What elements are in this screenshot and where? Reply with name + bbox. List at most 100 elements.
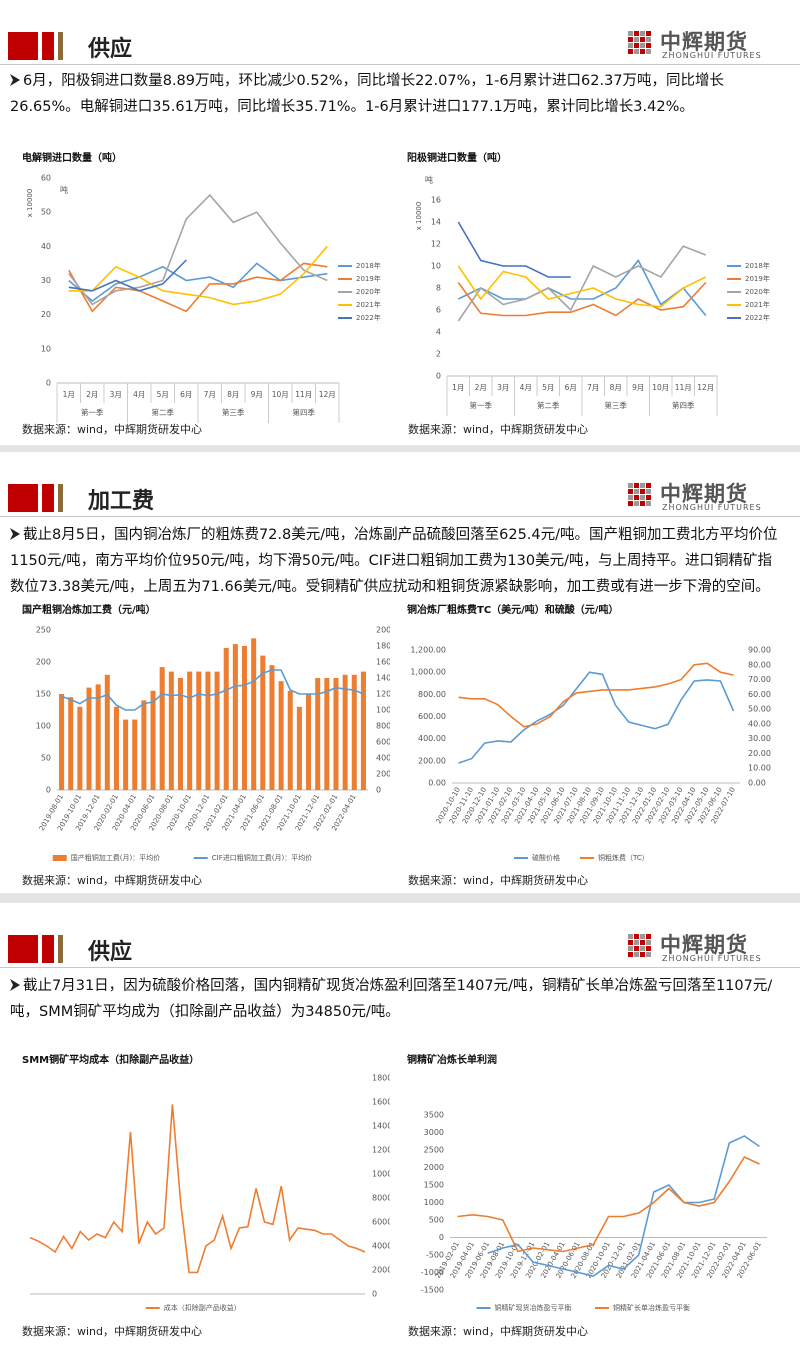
line (457, 245, 707, 322)
bullet (10, 74, 20, 86)
x-tick-label: 10月 (272, 390, 289, 399)
y-tick-label: 0.00 (428, 779, 446, 788)
line (68, 193, 328, 306)
chart: 国产粗铜冶炼加工费（元/吨） 0 50 100 150 200 250 0 200 400 600 8… (22, 603, 390, 862)
header: 供应 中辉期货 ZHONGHUI FUTURES (0, 931, 800, 968)
line (457, 259, 707, 317)
group-label: 第三季 (605, 400, 628, 410)
slide: 供应 中辉期货 ZHONGHUI FUTURES 截止7月31日，因为硫酸价格回… (0, 903, 800, 1346)
y-tick-label: 2500 (424, 1146, 444, 1155)
brand-en: ZHONGHUI FUTURES (662, 503, 762, 512)
y-tick-label: 10 (431, 262, 441, 271)
source: 数据来源：wind，中辉期货研发中心 (408, 1325, 589, 1338)
y-tick-label: 10.00 (748, 764, 771, 773)
y-tick-label: 160000 (372, 1098, 390, 1107)
y-tick-label: 1400 (376, 674, 390, 683)
x-tick-label: 8月 (610, 383, 622, 392)
legend-label: 铜粗炼费（TC） (598, 853, 649, 862)
y-tick-label: 60 (41, 174, 51, 183)
y-tick-label: 0.00 (748, 779, 766, 788)
y-tick-label: 3500 (424, 1111, 444, 1120)
y-tick-label: 20.00 (748, 749, 771, 758)
bar (77, 706, 83, 790)
brand-en: ZHONGHUI FUTURES (662, 51, 762, 60)
bar (196, 671, 202, 790)
brand-en: ZHONGHUI FUTURES (662, 954, 762, 963)
legend-label: 铜精矿长单冶炼盈亏平衡 (613, 1303, 690, 1312)
y-tick-label: 800.00 (418, 690, 446, 699)
x-tick-label: 12月 (319, 390, 336, 399)
x-tick-label: 5月 (157, 390, 169, 399)
chart-title: 阳极铜进口数量（吨） (407, 151, 507, 164)
bar (287, 690, 293, 790)
y-tick-label: 14 (431, 218, 441, 227)
y-tick-label: 400 (376, 754, 390, 763)
y-tick-label: 30.00 (748, 734, 771, 743)
bar (269, 665, 275, 790)
paragraph: 截止8月5日，国内铜冶炼厂的粗炼费72.8美元/吨，冶炼副产品硫酸回落至625.… (10, 522, 780, 600)
header-blocks (8, 484, 63, 512)
bar (104, 674, 110, 790)
line (487, 1135, 760, 1277)
legend-label: 2018年 (356, 261, 381, 270)
bar (113, 706, 119, 790)
x-tick-label: 11月 (675, 383, 692, 392)
bar (342, 674, 348, 790)
y-tick-label: -1500 (421, 1286, 444, 1295)
bar (187, 671, 193, 790)
y-tick-label: 60.00 (748, 690, 771, 699)
paragraph-text: 截止7月31日，因为硫酸价格回落，国内铜精矿现货冶炼盈利回落至1407元/吨，铜… (10, 978, 773, 1020)
y-tick-label: 1600 (376, 658, 390, 667)
chart: SMM铜矿平均成本（扣除副产品收益） 0 20000 40000 60000 80000 1… (22, 1053, 390, 1312)
y-tick-label: 250 (36, 626, 51, 635)
brand: 中辉期货 (660, 30, 748, 54)
header-blocks (8, 32, 63, 60)
legend-label: 2021年 (745, 300, 770, 309)
chart: 铜精矿冶炼长单利润 -1500 -1000 -500 0 500 1000 1500 2000 2… (407, 1053, 767, 1312)
x-tick-label: 3月 (110, 390, 122, 399)
y-tick-label: 4 (436, 328, 441, 337)
chart-title: 铜精矿冶炼长单利润 (407, 1053, 497, 1066)
y-tick-label: 60000 (372, 1218, 390, 1227)
y-tick-label: 80.00 (748, 660, 771, 669)
slide-title: 加工费 (88, 489, 155, 514)
group-label: 第四季 (293, 407, 316, 417)
x-tick-label: 6月 (565, 383, 577, 392)
source: 数据来源：wind，中辉期货研发中心 (22, 874, 203, 887)
bar (159, 667, 165, 790)
x-tick-label: 2月 (475, 383, 487, 392)
line (457, 265, 707, 308)
chart-title: SMM铜矿平均成本（扣除副产品收益） (22, 1053, 199, 1066)
brand: 中辉期货 (660, 482, 748, 506)
legend-label: 2018年 (745, 261, 770, 270)
y-tick-label: 20000 (372, 1266, 390, 1275)
x-tick-label: 8月 (227, 390, 239, 399)
header: 供应 中辉期货 ZHONGHUI FUTURES (0, 28, 800, 65)
y-tick-label: 0 (46, 379, 51, 388)
line (68, 262, 328, 313)
legend-label: 2021年 (356, 300, 381, 309)
x-tick-label: 5月 (542, 383, 554, 392)
bar (168, 671, 174, 790)
y-tick-label: 50 (41, 754, 51, 763)
y-axis-unit: 吨 (425, 175, 433, 185)
y-tick-label: 800 (376, 722, 390, 731)
y-tick-label: -500 (426, 1251, 444, 1260)
y-tick-label: 100 (36, 722, 51, 731)
legend-label: 2019年 (745, 274, 770, 283)
y-tick-label: 80000 (372, 1194, 390, 1203)
chart-title: 国产粗铜冶炼加工费（元/吨） (22, 603, 156, 616)
bar (214, 671, 220, 790)
chart-title: 电解铜进口数量（吨） (22, 151, 122, 164)
bar (123, 719, 129, 790)
x-tick-label: 10月 (652, 383, 669, 392)
source: 数据来源：wind，中辉期货研发中心 (22, 423, 203, 436)
y-tick-label: 16 (431, 196, 441, 205)
bar (315, 678, 321, 790)
bar (95, 684, 101, 790)
bar (177, 678, 184, 790)
logo-icon (628, 483, 651, 506)
y-tick-label: 6 (436, 306, 441, 315)
y-tick-label: 70.00 (748, 675, 771, 684)
y-tick-label: 2000 (376, 626, 390, 635)
